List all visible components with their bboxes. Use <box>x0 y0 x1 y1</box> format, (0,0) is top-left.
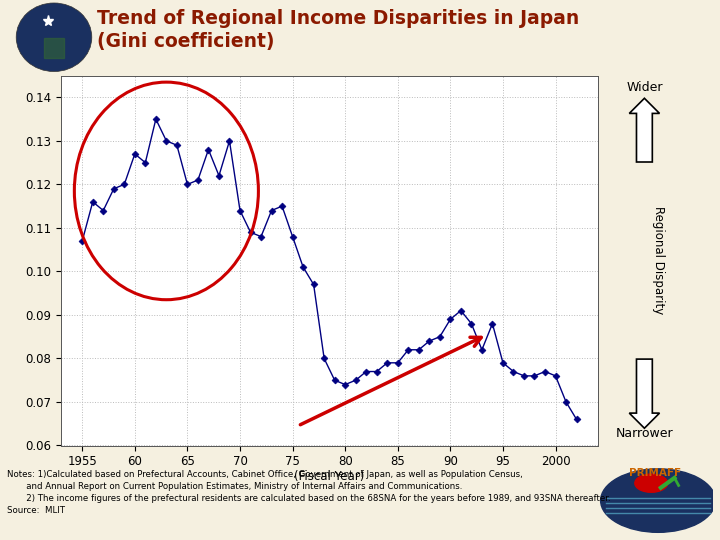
Ellipse shape <box>17 3 92 71</box>
Text: Notes: 1)Calculated based on Prefectural Accounts, Cabinet Office, Government of: Notes: 1)Calculated based on Prefectural… <box>7 470 611 515</box>
Circle shape <box>600 469 716 532</box>
Text: Regional Disparity: Regional Disparity <box>652 206 665 315</box>
Text: Narrower: Narrower <box>616 427 673 440</box>
Circle shape <box>635 474 667 492</box>
Text: PRIMAFF: PRIMAFF <box>629 468 681 478</box>
Text: Trend of Regional Income Disparities in Japan
(Gini coefficient): Trend of Regional Income Disparities in … <box>97 9 580 51</box>
Text: Wider: Wider <box>626 81 662 94</box>
X-axis label: (Fiscal Year): (Fiscal Year) <box>294 470 364 483</box>
